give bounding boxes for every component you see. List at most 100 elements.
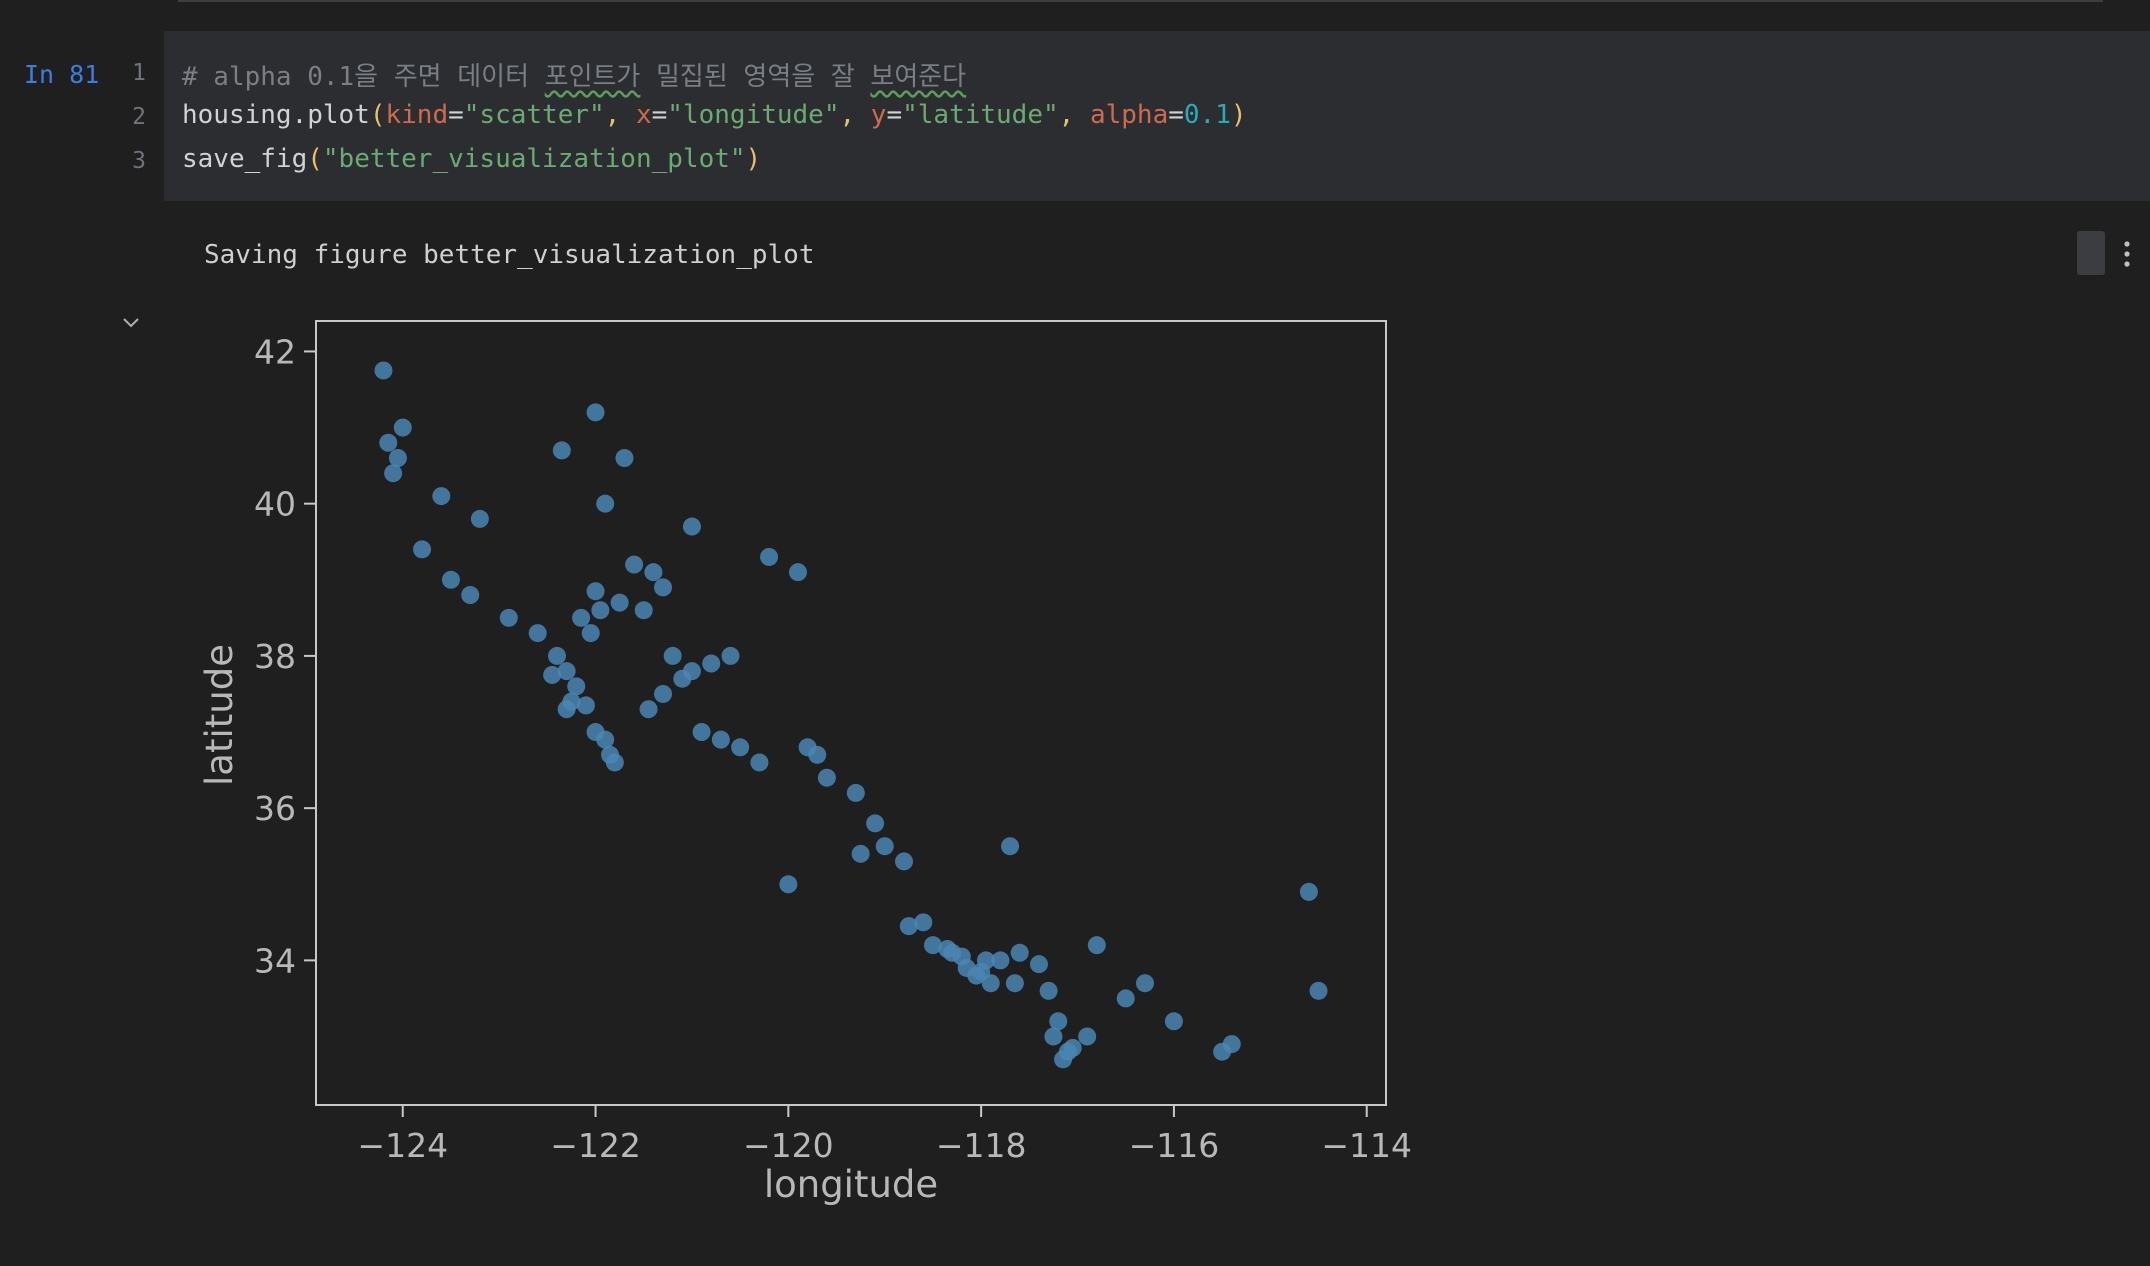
data-point (610, 593, 629, 612)
data-point (572, 608, 591, 627)
code-string: "longitude" (667, 100, 840, 130)
data-point (1136, 974, 1155, 993)
code-comma: , (839, 100, 871, 130)
data-point (413, 540, 432, 559)
data-point (1164, 1012, 1183, 1031)
code-line-2[interactable]: housing.plot(kind="scatter", x="longitud… (182, 100, 1247, 130)
line-number: 3 (132, 148, 146, 174)
y-axis-ticks: 34 36 38 40 42 (254, 332, 316, 980)
plot-points-layer (374, 361, 1328, 1069)
code-paren: ( (369, 100, 386, 130)
data-point (702, 654, 721, 673)
y-tick-label: 40 (254, 485, 296, 524)
output-toolbar-button[interactable] (2077, 231, 2105, 275)
code-keyword-arg: x (635, 100, 652, 130)
code-operator: = (651, 100, 668, 130)
data-point (817, 768, 836, 787)
y-tick-label: 34 (254, 941, 296, 980)
data-point (470, 509, 489, 528)
x-tick-label: −116 (1129, 1126, 1220, 1165)
data-point (1044, 1027, 1063, 1046)
data-point (760, 547, 779, 566)
data-point (692, 723, 711, 742)
data-point (846, 783, 865, 802)
chevron-down-icon[interactable] (120, 312, 142, 334)
data-point (851, 844, 870, 863)
data-point (441, 570, 460, 589)
data-point (615, 449, 634, 468)
code-string: "better_visualization_plot" (322, 144, 746, 174)
y-tick-label: 38 (254, 637, 296, 676)
data-point (976, 951, 995, 970)
data-point (721, 646, 740, 665)
data-point (779, 875, 798, 894)
data-point (634, 601, 653, 620)
data-point (981, 974, 1000, 993)
data-point (875, 837, 894, 856)
data-point (567, 677, 586, 696)
data-point (914, 913, 933, 932)
code-number: 0.1 (1183, 100, 1231, 130)
data-point (895, 852, 914, 871)
data-point (663, 646, 682, 665)
data-point (808, 745, 827, 764)
data-point (432, 487, 451, 506)
plot-axes-frame (315, 320, 1387, 1106)
data-point (938, 939, 957, 958)
data-point (1049, 1012, 1068, 1031)
data-point (654, 578, 673, 597)
scatter-plot: −124 −122 −120 −118 −116 −114 34 36 38 40 42 long… (198, 320, 1412, 1206)
cell-output-stdout: Saving figure better_visualization_plot (204, 240, 815, 270)
code-keyword-arg: alpha (1089, 100, 1169, 130)
code-line-1[interactable]: # alpha 0.1을 주면 데이터 포인트가 밀집된 영역을 잘 보여준다 (182, 56, 966, 93)
x-axis-label: longitude (764, 1163, 938, 1206)
code-line-3[interactable]: save_fig("better_visualization_plot") (182, 144, 761, 174)
code-comment-word: 보여준다 (870, 62, 967, 92)
data-point (591, 601, 610, 620)
code-string: "scatter" (463, 100, 605, 130)
data-point (1299, 882, 1318, 901)
code-keyword-arg: kind (385, 100, 449, 130)
code-comment: # alpha 0.1을 주면 데이터 (182, 62, 545, 92)
data-point (1078, 1027, 1097, 1046)
data-point (586, 403, 605, 422)
x-tick-label: −120 (743, 1126, 834, 1165)
data-point (1309, 981, 1328, 1000)
data-point (374, 361, 393, 380)
data-point (750, 753, 769, 772)
execution-count-label: In 81 (24, 60, 100, 89)
data-point (788, 563, 807, 582)
code-call: housing.plot (182, 100, 370, 130)
code-cell-editor[interactable] (164, 31, 2150, 201)
x-axis-ticks: −124 −122 −120 −118 −116 −114 (357, 1105, 1412, 1165)
code-paren: ) (745, 144, 762, 174)
code-operator: = (448, 100, 464, 130)
data-point (1063, 1038, 1082, 1057)
data-point (654, 684, 673, 703)
code-string: "latitude" (902, 100, 1059, 130)
data-point (586, 582, 605, 601)
data-point (1039, 981, 1058, 1000)
data-point (1010, 943, 1029, 962)
line-number: 2 (132, 104, 146, 130)
data-point (557, 700, 576, 719)
x-tick-label: −114 (1321, 1126, 1412, 1165)
data-point (682, 517, 701, 536)
data-point (596, 730, 615, 749)
data-point (393, 418, 412, 437)
code-comma: , (1058, 100, 1090, 130)
code-keyword-arg: y (870, 100, 887, 130)
code-comment-word: 포인트가 (544, 62, 641, 92)
data-point (543, 665, 562, 684)
data-point (625, 555, 644, 574)
data-point (673, 669, 692, 688)
data-point (923, 936, 942, 955)
data-point (596, 494, 615, 513)
more-vertical-icon[interactable] (2120, 238, 2134, 270)
data-point (461, 586, 480, 605)
data-point (1029, 955, 1048, 974)
data-point (866, 814, 885, 833)
data-point (384, 464, 403, 483)
y-axis-label: latitude (198, 644, 241, 786)
data-point (1222, 1035, 1241, 1054)
